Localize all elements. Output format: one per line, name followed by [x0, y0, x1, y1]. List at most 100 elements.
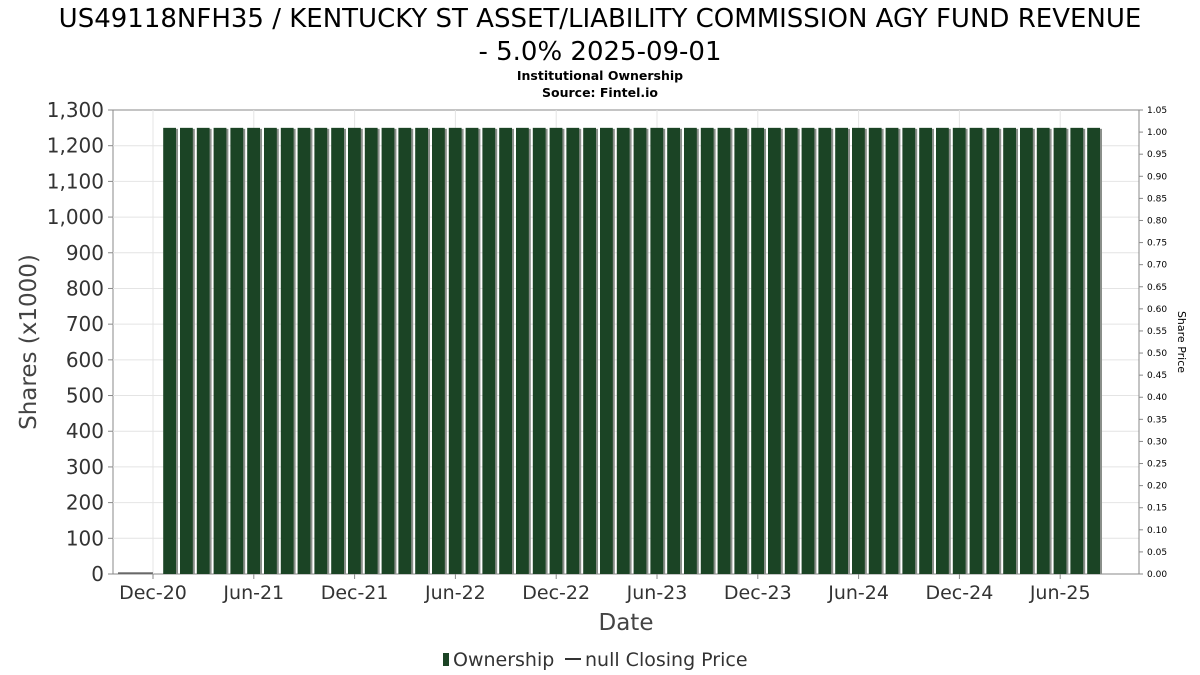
ownership-bar — [398, 127, 412, 574]
ownership-bar — [633, 127, 647, 574]
y-tick-label: 300 — [66, 455, 104, 479]
y-tick-label: 700 — [66, 312, 104, 336]
y-tick-label: 500 — [66, 384, 104, 408]
y-tick-label: 400 — [66, 419, 104, 443]
ownership-bar — [314, 127, 328, 574]
ownership-bar — [868, 127, 882, 574]
ownership-bar — [952, 127, 966, 574]
y-tick-label: 800 — [66, 276, 104, 300]
legend-closing-price-label: null Closing Price — [585, 649, 748, 671]
ownership-bar — [196, 127, 210, 574]
ownership-bar — [348, 127, 361, 574]
y2-tick-label: 0.85 — [1147, 194, 1167, 204]
legend-ownership-label: Ownership — [453, 649, 554, 671]
ownership-bars — [118, 127, 1102, 574]
ownership-bar — [448, 127, 462, 574]
y2-tick-label: 1.05 — [1147, 106, 1167, 116]
ownership-bar — [583, 127, 596, 574]
y-tick-label: 0 — [91, 562, 104, 586]
ownership-bar — [919, 127, 932, 574]
ownership-bar — [364, 127, 378, 574]
ownership-bar — [381, 127, 395, 574]
y2-tick-label: 0.70 — [1147, 261, 1167, 271]
ownership-bar — [1020, 127, 1033, 574]
ownership-bar — [516, 127, 529, 574]
ownership-bar — [297, 127, 311, 574]
ownership-bar — [717, 127, 731, 574]
x-tick-label: Dec-24 — [925, 582, 993, 604]
ownership-bar — [818, 127, 832, 574]
x-tick-label: Dec-23 — [724, 582, 792, 604]
y2-tick-label: 0.00 — [1147, 570, 1167, 580]
legend: Ownership null Closing Price — [443, 649, 748, 671]
ownership-bar — [650, 127, 664, 574]
ownership-bar — [1070, 127, 1084, 574]
ownership-bar — [465, 127, 479, 574]
ownership-bar — [936, 127, 949, 574]
ownership-bar — [566, 127, 580, 574]
ownership-bar — [163, 127, 176, 574]
ownership-bar — [1003, 127, 1016, 574]
x-tick-label: Jun-23 — [626, 582, 688, 604]
ownership-bar — [415, 127, 428, 574]
ownership-bar — [247, 127, 260, 574]
x-tick-label: Jun-25 — [1029, 582, 1091, 604]
ownership-bar — [432, 127, 445, 574]
y-axis-label: Shares (x1000) — [16, 254, 42, 430]
x-tick-label: Jun-21 — [222, 582, 284, 604]
chart-source: Source: Fintel.io — [542, 85, 658, 100]
x-tick-label: Dec-20 — [119, 582, 187, 604]
ownership-bar — [835, 127, 848, 574]
y2-tick-label: 0.15 — [1147, 504, 1167, 514]
ownership-bar — [801, 127, 815, 574]
y-tick-label: 600 — [66, 348, 104, 372]
y2-tick-label: 0.40 — [1147, 393, 1167, 403]
ownership-bar — [734, 127, 748, 574]
ownership-bar — [549, 127, 563, 574]
y2-axis-ticks: 0.00 0.05 0.10 0.15 0.20 0.25 0.30 0.35 0.40 0.45… — [1139, 106, 1167, 580]
ownership-bar — [616, 127, 630, 574]
ownership-bar — [499, 127, 512, 574]
x-tick-label: Jun-22 — [424, 582, 486, 604]
y-tick-label: 1,100 — [47, 169, 104, 193]
ownership-bar — [600, 127, 613, 574]
ownership-bar — [700, 127, 714, 574]
y-tick-label: 100 — [66, 526, 104, 550]
ownership-bar — [180, 127, 193, 574]
ownership-bar — [684, 127, 697, 574]
y-tick-label: 1,000 — [47, 205, 104, 229]
y2-tick-label: 0.95 — [1147, 150, 1167, 160]
ownership-bar — [532, 127, 546, 574]
ownership-bar — [784, 127, 798, 574]
y2-tick-label: 0.05 — [1147, 548, 1167, 558]
y-tick-label: 1,300 — [47, 98, 104, 122]
y2-tick-label: 0.90 — [1147, 172, 1167, 182]
x-tick-label: Dec-22 — [522, 582, 590, 604]
y2-tick-label: 0.30 — [1147, 437, 1167, 447]
ownership-bar — [1053, 127, 1067, 574]
y2-tick-label: 0.55 — [1147, 327, 1167, 337]
y2-tick-label: 0.35 — [1147, 415, 1167, 425]
y2-tick-label: 0.20 — [1147, 482, 1167, 492]
ownership-bar — [768, 127, 781, 574]
ownership-bar — [969, 127, 983, 574]
x-tick-label: Jun-24 — [827, 582, 889, 604]
y-axis-ticks: 0 100 200 300 400 500 600 700 800 900 1,000 1,100 1,… — [47, 98, 113, 586]
chart-subtitle: Institutional Ownership — [517, 68, 683, 83]
y2-tick-label: 0.75 — [1147, 239, 1167, 249]
x-axis-ticks: Dec-20 Jun-21 Dec-21 Jun-22 Dec-22 Jun-23 Dec-… — [119, 574, 1091, 604]
chart-title-line-1: US49118NFH35 / KENTUCKY ST ASSET/LIABILI… — [59, 4, 1142, 34]
ownership-bar — [482, 127, 496, 574]
y2-axis-label: Share Price — [1175, 311, 1188, 373]
ownership-bar — [885, 127, 899, 574]
x-tick-label: Dec-21 — [321, 582, 389, 604]
ownership-bar — [230, 127, 244, 574]
y2-tick-label: 0.10 — [1147, 526, 1167, 536]
y2-tick-label: 1.00 — [1147, 128, 1167, 138]
y2-tick-label: 0.65 — [1147, 283, 1167, 293]
y-tick-label: 1,200 — [47, 134, 104, 158]
y-tick-label: 900 — [66, 241, 104, 265]
y2-tick-label: 0.25 — [1147, 460, 1167, 470]
ownership-bar — [264, 127, 277, 574]
